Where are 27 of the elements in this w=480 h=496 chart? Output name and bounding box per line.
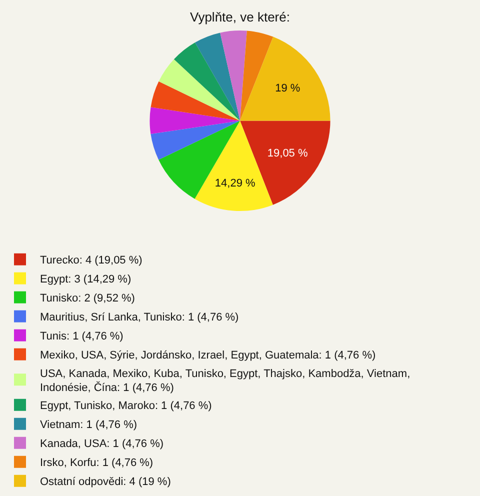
legend-label: Egypt: 3 (14,29 %): [40, 274, 132, 286]
pie-slice: [220, 30, 247, 121]
legend-label: Turecko: 4 (19,05 %): [40, 254, 142, 267]
legend-label: Egypt, Tunisko, Maroko: 1 (4,76 %): [40, 400, 212, 412]
pie-slice: [158, 120, 240, 199]
legend-label: Ostatní odpovědi: 4 (19 %): [40, 476, 171, 488]
legend-label: USA, Kanada, Mexiko, Kuba, Tunisko, Egypt, Thajsko, Kambodža, Vietnam, Indonésie, Čína: 1 (4,76 %): [40, 368, 410, 394]
data-label: 19,05 %: [267, 147, 308, 160]
data-label: 14,29 %: [214, 178, 256, 190]
legend-label: Tunis: 1 (4,76 %): [40, 330, 124, 343]
legend-label: Vietnam: 1 (4,76 %): [40, 419, 138, 432]
legend-label: Irsko, Korfu: 1 (4,76 %): [40, 457, 154, 470]
legend-label: Kanada, USA: 1 (4,76 %): [40, 438, 164, 450]
pie-slice: [158, 59, 240, 121]
pie-slice: [240, 120, 330, 205]
pie-slice: [240, 36, 330, 121]
pie-slice: [195, 32, 240, 121]
pie-slice: [240, 30, 274, 121]
pie-slice: [150, 120, 240, 160]
data-label: 19 %: [275, 82, 300, 94]
legend-label: Mauritius, Srí Lanka, Tunisko: 1 (4,76 %): [40, 312, 239, 324]
pie-slice: [150, 81, 240, 121]
legend-label: Tunisko: 2 (9,52 %): [40, 292, 135, 305]
legend-label: Mexiko, USA, Sýrie, Jordánsko, Izrael, Egypt, Guatemala: 1 (4,76 %): [40, 350, 376, 362]
pie-slice: [150, 107, 240, 134]
pie-slice: [174, 42, 240, 121]
chart-title: Vyplňte, ve které:: [190, 10, 290, 24]
